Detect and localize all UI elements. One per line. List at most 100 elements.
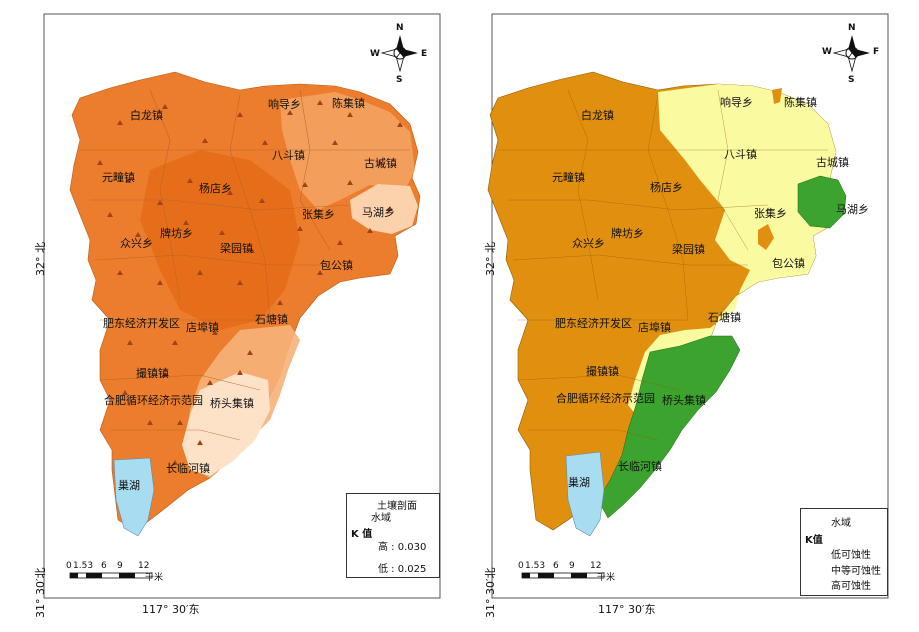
class-high-patch — [758, 224, 774, 250]
town-label: 杨店乡 — [199, 182, 232, 195]
right-map-panel: N S F W 白龙镇 响导乡 陈集镇 八斗镇 古城镇 元疃镇 杨店乡 马湖乡 … — [460, 0, 919, 632]
town-label: 梁园镇 — [672, 243, 705, 256]
town-label: 古城镇 — [364, 157, 397, 170]
scale-tick: 9 — [117, 561, 123, 571]
town-label: 石塘镇 — [708, 311, 741, 324]
left-map-panel: N S E W 白龙镇 响导乡 陈集镇 八斗镇 古城镇 元疃镇 杨店乡 马湖乡 … — [0, 0, 459, 632]
lon-label: 117° 30′东 — [142, 603, 200, 616]
town-label: 众兴乡 — [120, 237, 153, 250]
soil-profile-markers — [97, 100, 403, 465]
town-label: 元疃镇 — [552, 171, 585, 184]
north-label-e: E — [421, 49, 428, 59]
town-label: 梁园镇 — [220, 242, 253, 255]
town-label: 撮镇镇 — [586, 365, 619, 378]
town-label: 撮镇镇 — [136, 367, 169, 380]
town-boundaries — [80, 89, 410, 441]
town-label: 众兴乡 — [572, 237, 605, 250]
north-label-n: N — [848, 23, 856, 33]
lat-top-label: 32° 北 — [34, 242, 47, 276]
map-frame — [43, 13, 441, 599]
scale-tick: 12 — [590, 561, 602, 571]
lat-bottom-label: 31° 30′北 — [34, 567, 47, 619]
scale-tick: 6 — [553, 561, 559, 571]
town-label: 元疃镇 — [102, 171, 135, 184]
map-frame — [491, 13, 889, 599]
town-label: 八斗镇 — [272, 149, 305, 162]
town-label: 陈集镇 — [332, 97, 365, 110]
scale-unit: 千米 — [597, 573, 616, 583]
lon-label: 117° 30′东 — [598, 603, 656, 616]
scale-tick: 1.53 — [73, 561, 94, 571]
town-label: 桥头集镇 — [662, 394, 706, 407]
scale-unit: 千米 — [145, 573, 164, 583]
chaohu-lake — [565, 451, 605, 537]
k-lowest-south — [182, 372, 270, 476]
town-label: 张集乡 — [754, 207, 787, 220]
town-label: 店埠镇 — [186, 321, 219, 334]
legend-water-label: 水域 — [371, 513, 391, 524]
town-label: 石塘镇 — [255, 313, 288, 326]
town-label: 陈集镇 — [784, 96, 817, 109]
north-label-w: W — [370, 49, 380, 59]
legend-water-label: 水域 — [831, 518, 851, 529]
town-label: 桥头集镇 — [210, 397, 254, 410]
town-label: 肥东经济开发区 — [103, 317, 180, 330]
north-label-s: S — [848, 75, 855, 85]
legend-k-title: K值 — [805, 535, 823, 546]
k-high-center — [140, 150, 300, 330]
scale-bar — [69, 572, 153, 579]
legend-k-title: K 值 — [351, 529, 373, 540]
k-medium-east — [280, 92, 415, 210]
legend-low: 低 : 0.025 — [378, 564, 427, 575]
legend-medium-label: 中等可蚀性 — [831, 566, 881, 577]
legend-low-label: 低可蚀性 — [831, 550, 871, 561]
class-low-east — [797, 175, 847, 229]
lake-label: 巢湖 — [118, 479, 140, 492]
town-label: 响导乡 — [268, 98, 301, 111]
legend-high-label: 高可蚀性 — [831, 581, 871, 592]
town-label: 牌坊乡 — [611, 227, 644, 240]
left-map-svg — [43, 13, 441, 599]
town-label: 白龙镇 — [130, 109, 163, 122]
town-label: 响导乡 — [720, 96, 753, 109]
north-label-s: S — [396, 75, 403, 85]
town-label: 肥东经济开发区 — [555, 317, 632, 330]
town-label: 长临河镇 — [618, 460, 662, 473]
scale-tick: 0 — [66, 561, 72, 571]
town-label: 马湖乡 — [836, 203, 869, 216]
north-arrow-icon — [380, 35, 418, 73]
town-label: 包公镇 — [320, 259, 353, 272]
class-low-south — [597, 335, 741, 519]
town-boundaries — [498, 89, 828, 441]
north-label-w: W — [822, 47, 832, 57]
scale-tick: 1.53 — [525, 561, 546, 571]
town-label: 包公镇 — [772, 257, 805, 270]
north-arrow-icon — [832, 35, 870, 73]
town-label: 八斗镇 — [724, 148, 757, 161]
town-label: 马湖乡 — [362, 206, 395, 219]
scale-tick: 0 — [518, 561, 524, 571]
north-label-e: F — [873, 47, 880, 57]
town-label: 白龙镇 — [581, 109, 614, 122]
scale-tick: 9 — [569, 561, 575, 571]
town-label: 合肥循环经济示范园 — [556, 392, 655, 405]
legend: 水域 K值 低可蚀性 中等可蚀性 高可蚀性 — [800, 508, 888, 596]
town-label: 长临河镇 — [166, 462, 210, 475]
town-label: 合肥循环经济示范园 — [104, 394, 203, 407]
town-label: 店埠镇 — [638, 321, 671, 334]
legend-soil-label: 土壤剖面 — [377, 501, 417, 512]
lat-bottom-label: 31° 30′北 — [484, 567, 497, 619]
north-label-n: N — [396, 23, 404, 33]
k-low-east — [350, 184, 418, 234]
town-label: 古城镇 — [816, 156, 849, 169]
town-label: 张集乡 — [302, 208, 335, 221]
scale-tick: 12 — [138, 561, 150, 571]
town-label: 杨店乡 — [650, 181, 683, 194]
lake-label: 巢湖 — [568, 476, 590, 489]
chaohu-lake — [113, 457, 155, 537]
class-high-patch — [772, 88, 782, 104]
legend: 土壤剖面 水域 K 值 高 : 0.030 低 : 0.025 — [346, 493, 440, 578]
lat-top-label: 32° 北 — [484, 242, 497, 276]
scale-bar — [521, 572, 605, 579]
town-label: 牌坊乡 — [160, 227, 193, 240]
